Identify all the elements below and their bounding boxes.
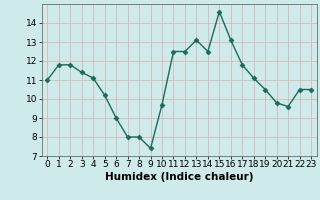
X-axis label: Humidex (Indice chaleur): Humidex (Indice chaleur) [105, 172, 253, 182]
